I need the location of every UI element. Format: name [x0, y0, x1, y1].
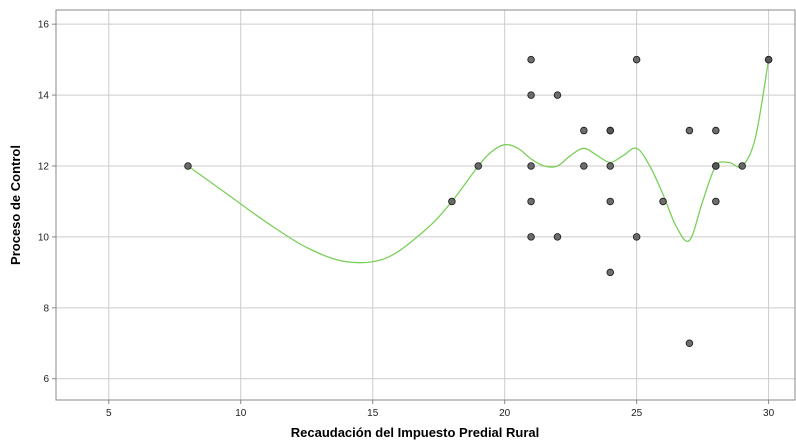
data-point	[553, 91, 562, 99]
x-tick-label: 10	[235, 408, 247, 419]
data-point	[580, 162, 588, 170]
data-point	[553, 233, 562, 241]
x-tick-label: 20	[499, 408, 511, 419]
y-tick-label: 14	[38, 91, 50, 102]
data-point	[685, 339, 694, 348]
data-point	[527, 55, 535, 64]
data-point	[659, 197, 667, 206]
plot-area-frame	[55, 9, 796, 401]
x-axis-title: Recaudación del Impuesto Predial Rural	[291, 425, 540, 440]
data-point	[527, 91, 535, 99]
x-axis-ticks: 5 10 15 20 25 30	[106, 400, 775, 419]
data-point	[712, 162, 720, 170]
data-point	[527, 162, 535, 170]
data-point	[685, 126, 694, 135]
data-point	[606, 197, 615, 206]
data-point	[632, 233, 641, 241]
data-point	[474, 162, 483, 170]
data-point	[738, 162, 746, 170]
x-tick-label: 25	[631, 408, 643, 419]
data-point	[712, 126, 720, 135]
data-point	[606, 126, 615, 135]
x-tick-label: 5	[106, 408, 112, 419]
data-point	[527, 233, 535, 241]
data-point	[606, 268, 615, 277]
y-tick-label: 10	[38, 232, 50, 243]
y-tick-label: 12	[38, 162, 50, 173]
y-tick-label: 6	[43, 374, 49, 385]
data-point	[527, 197, 535, 206]
fit-line	[187, 59, 770, 264]
y-tick-label: 8	[43, 303, 49, 314]
data-point	[712, 197, 720, 206]
data-points	[184, 55, 773, 348]
data-point	[764, 55, 773, 64]
y-tick-label: 16	[38, 20, 50, 31]
gridlines	[56, 10, 795, 400]
y-axis-ticks: 6 8 10 12 14 16	[38, 20, 56, 385]
data-point	[606, 162, 615, 170]
data-point	[632, 55, 641, 64]
x-tick-label: 30	[763, 408, 775, 419]
x-tick-label: 15	[367, 408, 379, 419]
data-point	[580, 126, 588, 135]
data-point	[184, 162, 192, 170]
y-axis-title: Proceso de Control	[8, 145, 23, 265]
data-point	[448, 197, 456, 206]
